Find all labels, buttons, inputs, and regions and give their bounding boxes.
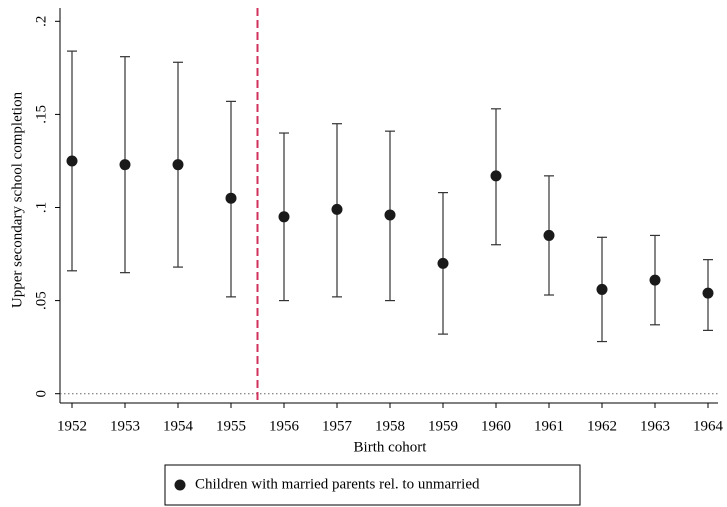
x-tick-label: 1952 — [57, 418, 87, 434]
x-tick-label: 1957 — [322, 418, 353, 434]
y-tick-label: .1 — [33, 202, 49, 213]
y-tick-label: 0 — [33, 390, 49, 398]
y-tick-label: .15 — [33, 105, 49, 124]
x-tick-label: 1961 — [534, 418, 564, 434]
legend-box — [164, 464, 581, 506]
x-axis-title: Birth cohort — [354, 439, 428, 455]
point — [66, 155, 78, 167]
x-tick-label: 1964 — [693, 418, 724, 434]
legend-label: Children with married parents rel. to un… — [195, 476, 480, 492]
point — [331, 203, 343, 215]
point — [384, 209, 396, 221]
y-tick-label: .2 — [33, 16, 49, 27]
point — [278, 211, 290, 223]
point — [490, 170, 502, 182]
y-tick-label: .05 — [33, 291, 49, 310]
x-tick-label: 1958 — [375, 418, 405, 434]
x-tick-label: 1953 — [110, 418, 140, 434]
point — [119, 159, 131, 171]
point — [543, 229, 555, 241]
x-tick-label: 1955 — [216, 418, 246, 434]
point — [437, 257, 449, 269]
point — [596, 283, 608, 295]
x-tick-label: 1956 — [269, 418, 300, 434]
x-tick-label: 1959 — [428, 418, 458, 434]
x-tick-label: 1962 — [587, 418, 617, 434]
x-tick-label: 1954 — [163, 418, 194, 434]
legend-marker — [174, 479, 186, 491]
point — [702, 287, 714, 299]
y-axis-title: Upper secondary school completion — [9, 91, 25, 308]
point — [172, 159, 184, 171]
x-tick-label: 1960 — [481, 418, 511, 434]
point — [649, 274, 661, 286]
point — [225, 192, 237, 204]
x-tick-label: 1963 — [640, 418, 670, 434]
